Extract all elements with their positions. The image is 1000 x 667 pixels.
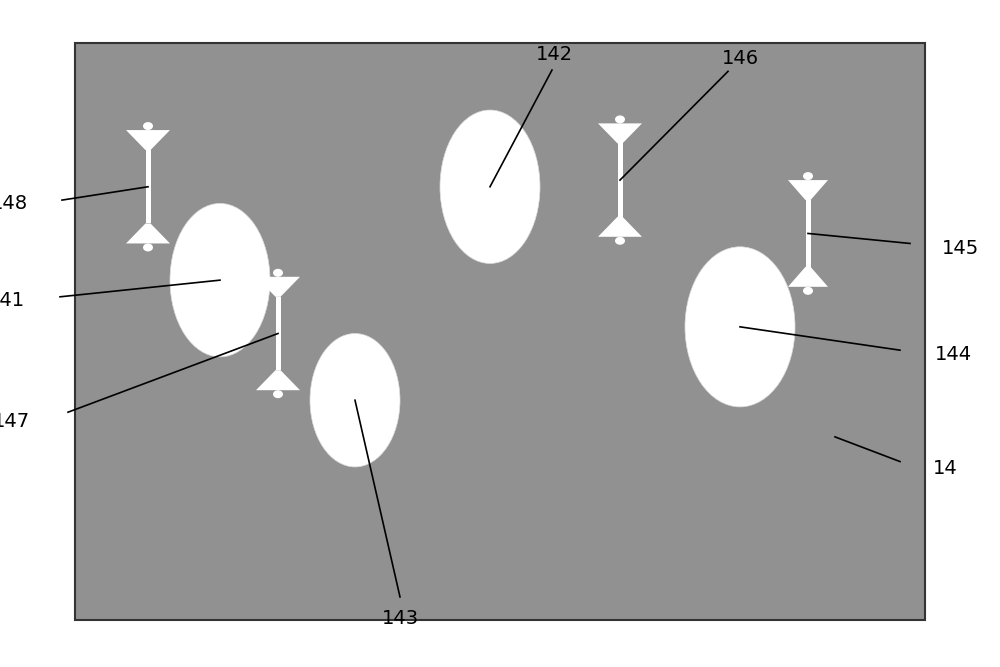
Ellipse shape <box>803 172 813 180</box>
Ellipse shape <box>143 243 153 251</box>
Text: 142: 142 <box>535 45 573 64</box>
Text: 14: 14 <box>933 459 958 478</box>
Ellipse shape <box>440 110 540 263</box>
Bar <box>618 143 622 217</box>
Polygon shape <box>598 217 642 237</box>
Text: 147: 147 <box>0 412 30 431</box>
Text: 144: 144 <box>935 346 972 364</box>
Text: 148: 148 <box>0 194 28 213</box>
Ellipse shape <box>273 390 283 398</box>
Text: 143: 143 <box>381 610 419 628</box>
Ellipse shape <box>143 122 153 130</box>
Bar <box>146 150 150 223</box>
Polygon shape <box>256 370 300 390</box>
Polygon shape <box>126 223 170 243</box>
Bar <box>276 297 280 370</box>
Ellipse shape <box>170 203 270 357</box>
Ellipse shape <box>803 287 813 295</box>
Ellipse shape <box>273 269 283 277</box>
Text: 146: 146 <box>721 49 759 68</box>
Ellipse shape <box>685 247 795 407</box>
Bar <box>806 200 811 267</box>
Ellipse shape <box>615 115 625 123</box>
Polygon shape <box>788 267 828 287</box>
Ellipse shape <box>310 334 400 467</box>
Bar <box>75 43 925 620</box>
Polygon shape <box>598 123 642 143</box>
Polygon shape <box>788 180 828 200</box>
Text: 141: 141 <box>0 291 25 309</box>
Text: 145: 145 <box>942 239 979 257</box>
Ellipse shape <box>615 237 625 245</box>
Polygon shape <box>126 130 170 150</box>
Polygon shape <box>256 277 300 297</box>
